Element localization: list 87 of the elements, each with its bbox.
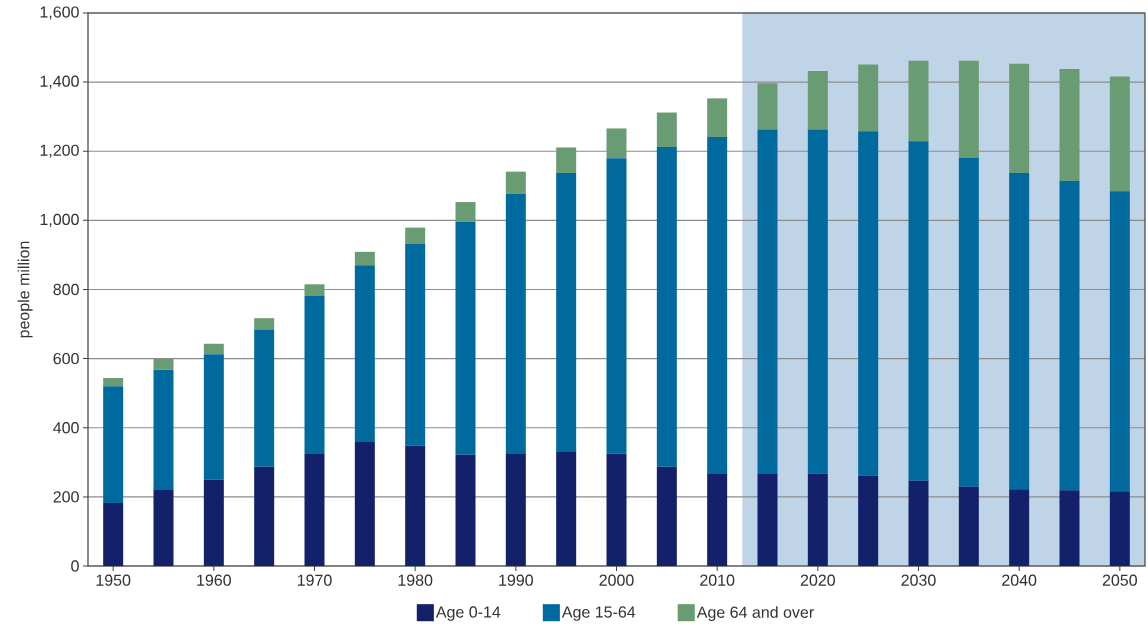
x-tick-label: 2020 [800, 574, 835, 586]
x-tick-label: 2050 [1102, 574, 1137, 586]
bar [606, 158, 627, 454]
x-tick-label: 1960 [197, 574, 231, 586]
bar [858, 131, 879, 476]
bar [707, 137, 728, 474]
bar [153, 369, 174, 490]
y-tick-label: 1,600 [40, 6, 79, 20]
bar [505, 171, 526, 194]
bar [455, 202, 476, 222]
bar [254, 329, 275, 467]
bar [707, 473, 728, 566]
bar [958, 157, 979, 487]
bar [153, 489, 174, 566]
bar [455, 454, 476, 566]
bar [455, 221, 476, 455]
bar [304, 296, 325, 455]
bar [757, 129, 778, 475]
bar [153, 358, 174, 370]
bar [958, 60, 979, 158]
bar [656, 466, 677, 566]
x-tick-label: 2030 [901, 574, 936, 586]
bar [254, 466, 275, 566]
y-tick-label: 1,000 [40, 213, 79, 227]
bar [505, 193, 526, 455]
bar [908, 60, 929, 142]
bar [908, 480, 929, 566]
legend-label: Age 15-64 [561, 606, 636, 621]
bar [858, 64, 879, 132]
x-tick-label: 1950 [96, 574, 131, 586]
bar [354, 251, 375, 266]
bar [304, 454, 325, 566]
bar [556, 451, 577, 566]
bar [405, 243, 426, 446]
bar [203, 354, 224, 480]
bar [807, 71, 828, 130]
legend-label: Age 64 and over [696, 606, 814, 622]
y-axis-title: people million [17, 241, 33, 338]
bar [1059, 68, 1080, 181]
bar [405, 445, 426, 566]
bar [1059, 180, 1080, 491]
y-tick-label: 200 [53, 491, 79, 503]
bar [807, 129, 828, 474]
bar [203, 479, 224, 566]
bar [858, 475, 879, 566]
y-tick-label: 1,400 [40, 75, 79, 89]
x-tick-label: 1990 [499, 574, 533, 586]
bar [656, 147, 677, 467]
bar [103, 503, 124, 566]
bar [505, 454, 526, 566]
bar [103, 386, 124, 504]
bar [1059, 490, 1080, 566]
bar [556, 147, 577, 174]
bar [807, 473, 828, 566]
bar [304, 284, 325, 297]
bar [203, 343, 224, 355]
bar [1009, 173, 1030, 490]
y-tick-label: 1,200 [40, 144, 79, 158]
x-tick-label: 2000 [599, 574, 634, 586]
bar [405, 227, 426, 244]
bar [1009, 489, 1030, 566]
bar [1109, 76, 1130, 192]
bar [908, 141, 929, 481]
bar [707, 98, 728, 138]
bar [1109, 191, 1130, 492]
x-tick-label: 2010 [700, 574, 735, 586]
y-tick-label: 600 [53, 352, 79, 365]
bar [757, 83, 778, 130]
bar [656, 112, 677, 148]
bar [354, 265, 375, 442]
bar [556, 173, 577, 452]
x-tick-label: 1980 [398, 574, 433, 586]
y-tick-label: 400 [53, 422, 79, 434]
x-tick-label: 1970 [297, 574, 332, 586]
legend-label: Age 0-14 [435, 606, 501, 621]
bar [757, 474, 778, 566]
x-tick-label: 2040 [1002, 574, 1037, 586]
bar [958, 486, 979, 566]
y-tick-label: 800 [53, 283, 79, 296]
bar [1009, 63, 1030, 174]
bar [606, 128, 627, 159]
bar [354, 441, 375, 566]
bar [254, 318, 275, 330]
bar [103, 377, 124, 387]
bar [606, 453, 627, 566]
bar [1109, 491, 1130, 566]
y-tick-label: 0 [71, 560, 79, 572]
